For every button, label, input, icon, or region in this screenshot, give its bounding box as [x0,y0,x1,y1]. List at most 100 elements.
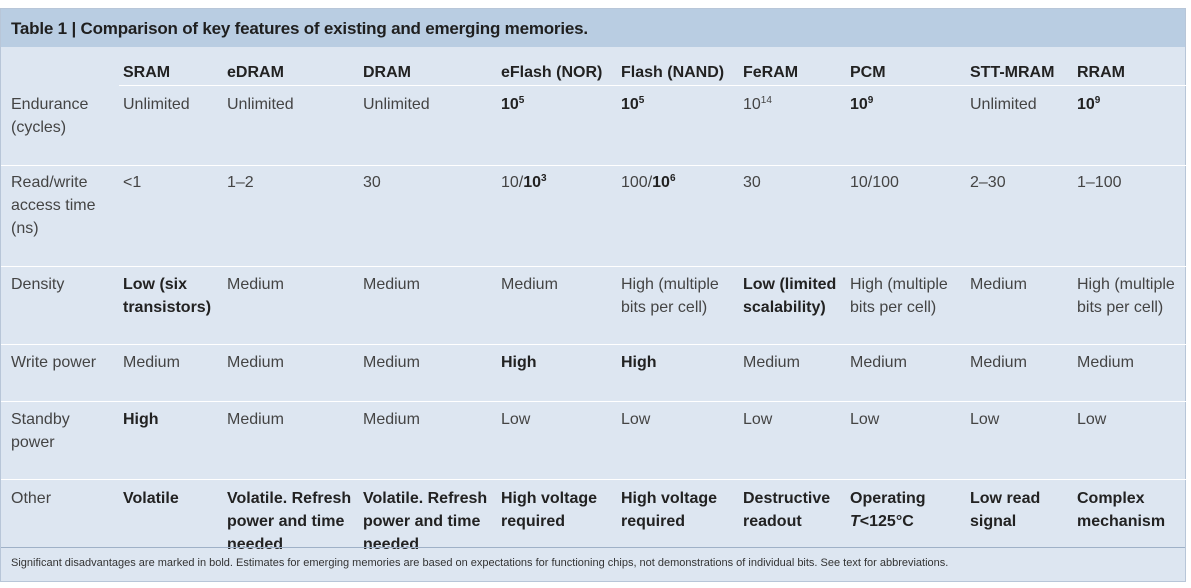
cell-line: Low read [970,490,1041,507]
row-label: Other [11,487,51,510]
row-label: Endurance (cycles) [11,93,88,139]
table-cell: Medium [743,351,800,374]
row-label-line: Other [11,490,52,507]
row-label: Density [11,273,64,296]
cell-line: 1–2 [227,174,254,191]
row-label-line: Endurance [11,96,89,113]
cell-line: High [501,354,537,371]
cell-line: Medium [123,354,180,371]
cell-line: Unlimited [123,96,190,113]
cell-power: 106 [652,173,676,191]
row-label: Write power [11,351,96,374]
cell-line: High [621,354,657,371]
cell-text: 100/ [621,174,653,191]
table-cell: 105 [501,93,524,118]
cell-line: Low [970,411,1000,428]
row-label-line: Density [11,276,65,293]
row-separator [1,165,1187,166]
cell-power: 105 [501,95,525,113]
cell-line: Medium [970,276,1027,293]
cell-line: T<125°C [850,513,914,530]
cell-line: needed [363,536,420,553]
cell-power: 109 [850,95,874,113]
column-header: RRAM [1077,64,1125,81]
cell-line: Low [621,411,651,428]
cell-exponent: 9 [867,95,874,106]
cell-line: power and time [227,513,345,530]
table-cell: High [501,351,537,374]
table-cell: High voltage required [621,487,717,533]
row-separator [1,266,1187,267]
row-separator [1,344,1187,345]
column-header: eDRAM [227,64,284,81]
footnote-divider [1,547,1185,548]
table-cell: Medium [850,351,907,374]
table-cell: Volatile. Refresh power and time needed [227,487,351,556]
cell-line: bits per cell) [1077,299,1164,316]
table-cell: Unlimited [363,93,430,116]
cell-line: Low [850,411,880,428]
row-label-line: Standby [11,411,70,428]
cell-exponent: 9 [1094,95,1101,106]
cell-line: Low (limited [743,276,837,293]
table-cell: Low (limited scalability) [743,273,836,319]
cell-line: 2–30 [970,174,1006,191]
table-cell: 2–30 [970,171,1006,194]
table-cell: 105 [621,93,644,118]
cell-exponent: 14 [760,95,772,106]
column-header: Flash (NAND) [621,64,725,81]
cell-power: 105 [621,95,645,113]
cell-line: scalability) [743,299,826,316]
table-cell: 10/100 [850,171,899,194]
table-cell: Low read signal [970,487,1040,533]
table-cell: Low (six transistors) [123,273,211,319]
table-cell: Medium [363,408,420,431]
cell-line: Low (six [123,276,188,293]
table-cell: 1014 [743,93,772,118]
cell-line: mechanism [1077,513,1166,530]
table-title: Table 1 | Comparison of key features of … [1,9,1185,47]
cell-line: transistors) [123,299,212,316]
column-header: eFlash (NOR) [501,64,603,81]
cell-text: 10/ [501,174,524,191]
cell-line: Low [743,411,773,428]
table-cell: 100/106 [621,171,676,196]
cell-line: <1 [123,174,142,191]
cell-power: 103 [523,173,546,191]
cell-line: Operating [850,490,926,507]
cell-power: 109 [1077,95,1101,113]
row-label: Read/write access time (ns) [11,171,95,240]
cell-exponent: 6 [669,173,676,184]
cell-line: Volatile [123,490,179,507]
row-label: Standby power [11,408,70,454]
row-label-line: (ns) [11,220,39,237]
cell-line: Low [1077,411,1107,428]
cell-base: 10 [523,174,542,191]
table-cell: 109 [850,93,873,118]
cell-line: 30 [743,174,761,191]
row-label-line: access time [11,197,96,214]
cell-line: bits per cell) [850,299,937,316]
cell-exponent: 5 [518,95,525,106]
cell-exponent: 5 [638,95,645,106]
cell-line: Complex [1077,490,1145,507]
column-header: PCM [850,64,886,81]
cell-line: Medium [363,354,420,371]
table-cell: Low [621,408,650,431]
table-cell: Medium [970,273,1027,296]
cell-line: Volatile. Refresh [227,490,352,507]
cell-line: Medium [743,354,800,371]
cell-line: required [501,513,566,530]
row-label-line: (cycles) [11,119,67,136]
table-cell: Operating T<125°C [850,487,926,533]
table-cell: Medium [501,273,558,296]
table-cell: 1–2 [227,171,254,194]
column-header: DRAM [363,64,411,81]
column-header: FeRAM [743,64,799,81]
table-cell: 1–100 [1077,171,1122,194]
cell-line: Low [501,411,531,428]
row-label-line: power [11,434,55,451]
cell-base: 10 [501,96,519,113]
table-cell: Unlimited [227,93,294,116]
cell-line: Destructive [743,490,831,507]
